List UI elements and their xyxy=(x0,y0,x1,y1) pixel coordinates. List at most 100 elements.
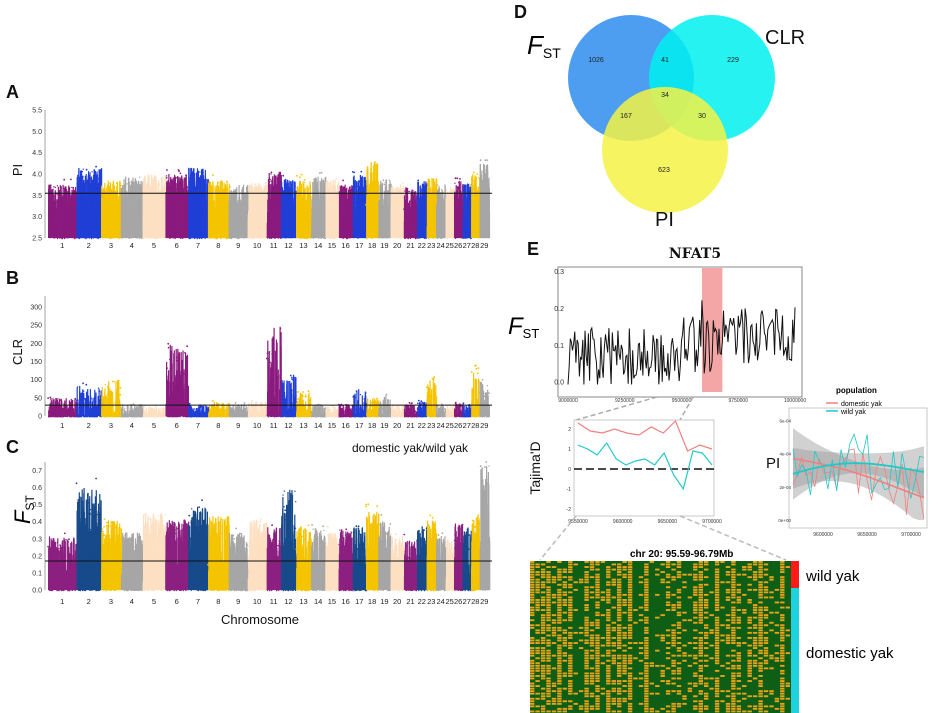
chart-point xyxy=(70,211,72,213)
chart-point xyxy=(133,192,134,193)
chart-point xyxy=(162,235,163,238)
chart-point xyxy=(64,238,65,239)
chart-point xyxy=(89,224,90,238)
y-tick-label: 2.5 xyxy=(32,236,42,243)
chart-point xyxy=(186,218,187,238)
chart-point xyxy=(169,214,170,238)
chart-point xyxy=(205,211,207,213)
y-tick-label: 3.5 xyxy=(32,193,42,200)
chart-point xyxy=(119,225,120,238)
chart-point xyxy=(53,186,54,187)
chart-point xyxy=(53,189,54,190)
chart-point xyxy=(90,190,91,238)
chart-point xyxy=(91,238,92,239)
chart-point xyxy=(62,223,63,239)
chart-point xyxy=(69,206,70,238)
chart-point xyxy=(61,238,62,239)
chart-point xyxy=(144,195,145,238)
chart-point xyxy=(57,238,58,239)
chart-point xyxy=(201,194,202,238)
chart-point xyxy=(205,231,206,238)
chart-point xyxy=(152,236,153,238)
chart-point xyxy=(215,238,216,239)
chart-point xyxy=(105,191,106,239)
chart-point xyxy=(85,238,86,239)
chart-point xyxy=(176,226,177,227)
chart-point xyxy=(113,182,114,238)
chart-point xyxy=(128,184,130,186)
chart-point xyxy=(133,223,134,224)
chart-point xyxy=(199,172,200,173)
chart-point xyxy=(117,222,118,238)
chart-point xyxy=(146,189,147,190)
chart-point xyxy=(199,238,200,239)
chart-point xyxy=(203,172,204,173)
chart-point xyxy=(123,233,124,238)
chart-point xyxy=(123,185,125,187)
chart-point xyxy=(85,212,87,214)
chart-point xyxy=(136,227,137,239)
y-tick-label: 4.5 xyxy=(32,150,42,157)
chart-point xyxy=(185,174,187,176)
chart-point xyxy=(113,202,115,204)
chart-point xyxy=(140,206,141,238)
chart-point xyxy=(150,232,151,238)
chart-point xyxy=(226,238,227,239)
chart-point xyxy=(81,209,82,238)
chart-point xyxy=(193,199,194,238)
chart-point xyxy=(197,238,198,239)
chart-point xyxy=(136,209,137,210)
chart-point xyxy=(62,237,63,238)
chart-point xyxy=(138,208,140,210)
chart-point xyxy=(143,233,144,238)
chart-point xyxy=(223,228,224,238)
chart-point xyxy=(172,202,173,238)
chart-point xyxy=(183,194,184,238)
chart-point xyxy=(101,185,102,186)
chart-point xyxy=(79,211,81,213)
chart-point xyxy=(66,191,67,192)
chart-point xyxy=(164,218,165,238)
chart-point xyxy=(50,191,51,238)
chart-point xyxy=(176,177,177,178)
chart-point xyxy=(154,211,155,238)
chart-point xyxy=(96,219,97,239)
chart-point xyxy=(91,200,93,202)
chart-point xyxy=(189,238,190,239)
chart-point xyxy=(222,184,223,185)
chart-point xyxy=(98,238,99,239)
chart-point xyxy=(79,182,80,238)
chart-point xyxy=(59,230,60,238)
chart-point xyxy=(197,236,198,237)
chart-point xyxy=(73,208,74,209)
chart-point xyxy=(171,228,172,238)
chart-point xyxy=(115,233,116,234)
chart-point xyxy=(208,184,209,185)
chart-point xyxy=(77,175,78,238)
chart-point xyxy=(181,177,182,238)
chart-point xyxy=(110,196,111,238)
y-tick-label: 5.0 xyxy=(32,129,42,136)
chart-point xyxy=(127,196,128,238)
chart-point xyxy=(135,204,136,238)
chart-point xyxy=(198,177,200,179)
chart-point xyxy=(63,179,65,181)
chart-point xyxy=(77,190,78,191)
chart-point xyxy=(98,200,99,238)
chart-point xyxy=(90,172,91,173)
chart-point xyxy=(55,215,56,238)
chart-point xyxy=(185,226,186,238)
chart-point xyxy=(86,169,88,171)
chart-point xyxy=(55,187,56,188)
panel-a-y-axis: 2.53.03.54.04.55.05.5 xyxy=(32,108,45,243)
chart-point xyxy=(74,217,75,238)
chart-point xyxy=(71,187,72,188)
chart-point xyxy=(82,171,83,172)
chart-point xyxy=(64,195,66,197)
chart-point xyxy=(60,199,61,238)
chart-point xyxy=(187,187,188,188)
chart-point xyxy=(121,208,122,238)
chart-point xyxy=(102,235,103,238)
chart-point xyxy=(74,238,75,239)
chart-point xyxy=(139,177,140,178)
